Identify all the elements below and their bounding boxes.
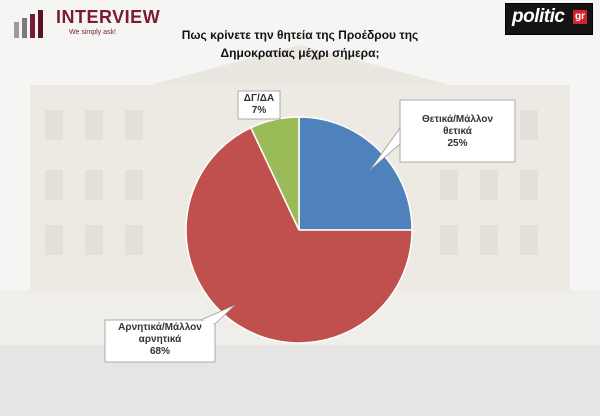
interview-logo-name: INTERVIEW bbox=[56, 7, 161, 27]
slice-label-box bbox=[104, 319, 216, 363]
slice-label-box bbox=[237, 90, 281, 120]
interview-logo: INTERVIEW We simply ask! bbox=[12, 5, 162, 41]
politic-logo: politic gr bbox=[505, 3, 593, 35]
slice-category-label: θετικά bbox=[443, 126, 473, 137]
slice-label-dont-know: ΔΓ/ΔΑ7% bbox=[237, 90, 281, 120]
pie-slice-positive bbox=[298, 116, 413, 231]
politic-logo-name: politic bbox=[512, 6, 565, 27]
politic-logo-suffix: gr bbox=[573, 10, 587, 24]
pie-slice-dont-know bbox=[249, 116, 300, 231]
pie-slice-negative bbox=[185, 126, 413, 344]
slice-category-label: ΔΓ/ΔΑ bbox=[244, 93, 274, 104]
interview-logo-tagline: We simply ask! bbox=[69, 29, 116, 36]
slice-category-label: Θετικά/Μάλλον bbox=[422, 114, 494, 125]
chart-title: Πως κρίνετε την θητεία της Προέδρου της … bbox=[150, 26, 450, 62]
slice-value-label: 68% bbox=[150, 346, 170, 357]
interview-bars-icon bbox=[14, 10, 43, 38]
callout-pointer bbox=[369, 126, 401, 171]
slice-label-box bbox=[399, 99, 516, 163]
slice-value-label: 25% bbox=[447, 138, 467, 149]
chart-title-line: Δημοκρατίας μέχρι σήμερα; bbox=[220, 46, 380, 60]
slice-category-label: αρνητικά bbox=[139, 334, 182, 345]
slice-value-label: 7% bbox=[252, 105, 267, 116]
chart-title-line: Πως κρίνετε την θητεία της Προέδρου της bbox=[181, 28, 419, 42]
slice-category-label: Αρνητικά/Μάλλον bbox=[118, 322, 202, 333]
